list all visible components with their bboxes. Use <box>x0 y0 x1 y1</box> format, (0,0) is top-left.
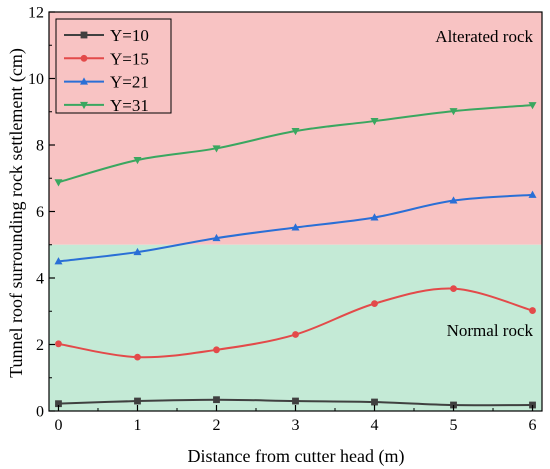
x-tick-label: 3 <box>292 417 300 434</box>
legend-marker-y-10 <box>80 31 88 39</box>
data-point-y-21-x0 <box>54 257 63 265</box>
x-tick-label: 0 <box>54 417 62 434</box>
data-point-y-21-x1 <box>133 247 142 256</box>
data-point-y-15-x1 <box>134 353 141 361</box>
legend-label-y-21: Y=21 <box>110 73 149 92</box>
data-point-y-31-x2 <box>212 145 221 153</box>
data-point-y-15-x6 <box>529 307 536 314</box>
legend-marker-y-31 <box>80 101 88 110</box>
data-point-y-21-x2 <box>212 233 221 242</box>
data-point-y-10-x1 <box>134 397 141 405</box>
data-point-y-21-x6 <box>528 190 537 198</box>
data-point-y-31-x6 <box>528 102 537 110</box>
y-tick-label: 0 <box>36 404 44 421</box>
x-tick-label: 2 <box>212 417 220 434</box>
data-point-y-10-x2 <box>213 396 220 404</box>
legend-marker-y-15 <box>80 54 88 62</box>
data-point-y-31-x0 <box>54 179 63 187</box>
data-point-y-31-x5 <box>449 108 458 116</box>
y-axis-ticks: 0 2 4 6 8 10 12 <box>28 5 55 421</box>
data-point-y-10-x3 <box>292 397 299 405</box>
data-point-y-15-x0 <box>55 340 62 348</box>
y-tick-label: 8 <box>36 138 44 155</box>
x-axis-ticks: 0 1 2 3 4 5 6 <box>54 405 537 434</box>
legend-label-y-31: Y=31 <box>110 96 149 115</box>
data-point-y-21-x5 <box>449 196 458 204</box>
data-point-y-15-x4 <box>371 300 378 308</box>
data-point-y-15-x5 <box>450 285 457 293</box>
data-point-y-21-x4 <box>370 213 379 221</box>
data-point-y-31-x4 <box>370 118 379 126</box>
series-y-15 <box>55 285 536 361</box>
x-tick-label: 1 <box>133 417 141 434</box>
x-tick-label: 6 <box>529 417 537 434</box>
y-axis-label: Tunnel roof surrounding rock settlement … <box>6 48 27 378</box>
data-point-y-15-x3 <box>292 331 299 338</box>
data-point-y-10-x0 <box>55 400 62 408</box>
data-point-y-10-x4 <box>371 398 378 406</box>
y-tick-label: 12 <box>28 5 44 22</box>
series-y-21 <box>54 190 537 265</box>
region-normal-rock <box>49 244 542 411</box>
data-point-y-31-x1 <box>133 156 142 165</box>
y-tick-label: 2 <box>36 337 44 354</box>
legend-label-y-10: Y=10 <box>110 26 149 45</box>
data-point-y-15-x2 <box>213 346 220 354</box>
rock-regions: Alterated rock Normal rock <box>49 12 542 411</box>
data-point-y-31-x3 <box>291 128 300 136</box>
region-label-alterated-rock: Alterated rock <box>435 27 533 46</box>
region-label-normal-rock: Normal rock <box>447 321 534 340</box>
y-tick-label: 4 <box>36 271 44 288</box>
y-tick-label: 10 <box>28 71 44 88</box>
data-point-y-21-x3 <box>291 223 300 231</box>
series-y-31 <box>54 102 537 187</box>
x-axis-label: Distance from cutter head (m) <box>188 446 405 467</box>
x-tick-label: 4 <box>371 417 379 434</box>
legend-marker-y-21 <box>80 77 88 85</box>
legend-label-y-15: Y=15 <box>110 49 149 68</box>
y-tick-label: 6 <box>36 204 44 221</box>
legend-box <box>55 18 172 114</box>
legend: Y=10 Y=15 Y=21 Y=31 <box>55 18 172 115</box>
x-tick-label: 5 <box>450 417 458 434</box>
